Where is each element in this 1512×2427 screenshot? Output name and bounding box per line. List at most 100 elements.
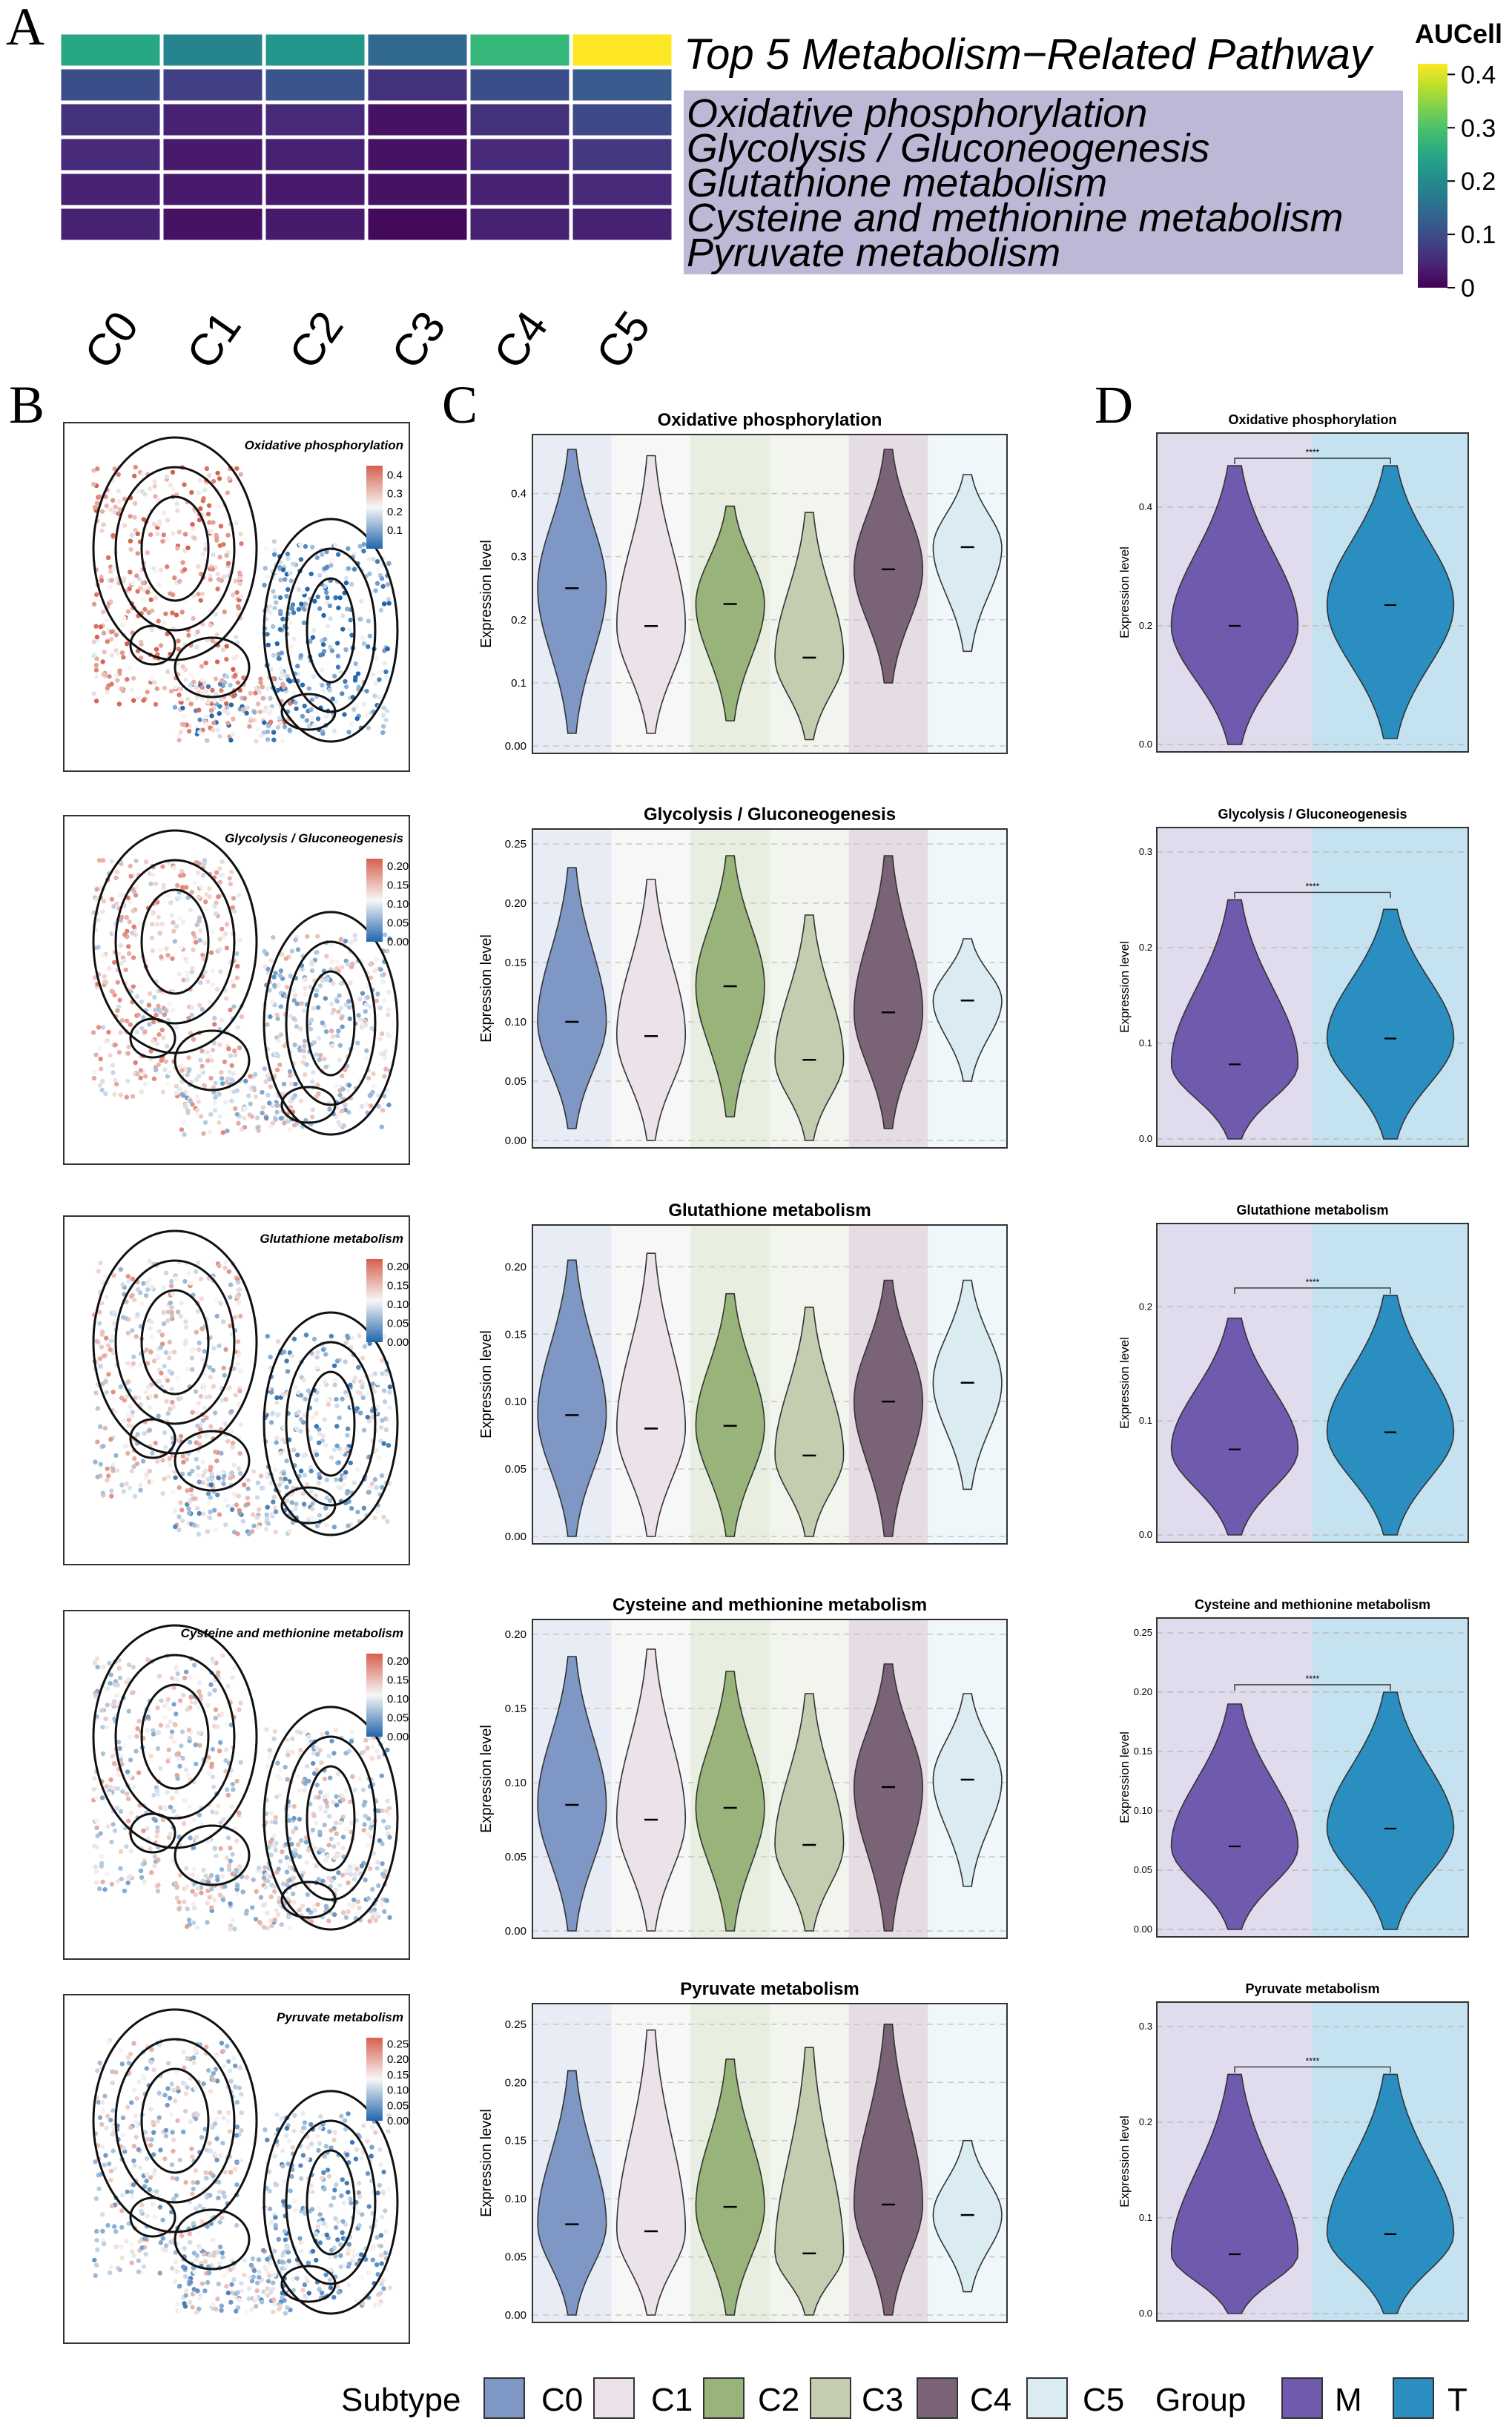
group-violin-m	[1170, 2073, 1299, 2314]
colorbar-ramp	[1418, 64, 1447, 288]
umap-cell	[182, 548, 188, 553]
umap-cell	[260, 696, 265, 701]
umap-cell	[386, 989, 392, 995]
umap-cell	[306, 2260, 311, 2265]
heatmap-cell	[159, 135, 266, 174]
umap-cell	[122, 496, 128, 502]
umap-cell	[237, 2064, 242, 2070]
umap-cell	[130, 1410, 135, 1415]
umap-cell	[91, 468, 96, 473]
umap-cell	[338, 670, 343, 675]
umap-colorbar-tick: 0.20	[387, 1261, 409, 1273]
umap-cell	[270, 934, 276, 940]
umap-cell	[203, 2044, 209, 2050]
umap-cell	[386, 1824, 392, 1830]
umap-cell	[245, 1486, 251, 1491]
umap-colorbar-tick: 0.1	[387, 524, 403, 537]
umap-cell	[288, 1073, 293, 1078]
violin-c5	[932, 1693, 1003, 1887]
umap-cell	[244, 710, 249, 716]
violin-ytick: 0.15	[505, 1703, 526, 1715]
umap-cell	[334, 959, 340, 964]
umap-colorbar	[366, 466, 383, 549]
umap-cell	[163, 1350, 169, 1356]
umap-cell	[260, 1089, 265, 1095]
umap-cell	[93, 1864, 98, 1869]
umap-cell	[194, 1761, 199, 1767]
umap-cell	[364, 983, 370, 988]
umap-cell	[170, 1291, 175, 1296]
umap-cell	[148, 1350, 153, 1355]
umap-cell	[303, 1729, 308, 1734]
umap-cell	[273, 1529, 278, 1535]
umap-cell	[293, 1852, 299, 1858]
umap-cell	[236, 1350, 241, 1355]
umap-cell	[234, 975, 240, 980]
umap-cell	[213, 1080, 218, 1086]
umap-cell	[222, 931, 228, 937]
umap-cell	[217, 733, 222, 739]
violin-ytick: 0.00	[505, 1531, 526, 1543]
umap-cell	[175, 2085, 180, 2090]
umap-cell	[189, 1349, 194, 1354]
umap-cell	[334, 1803, 340, 1808]
umap-cell	[256, 1507, 262, 1512]
umap-cell	[141, 1281, 146, 1286]
umap-cell	[279, 674, 285, 679]
violin-ylabel: Expression level	[478, 934, 495, 1043]
umap-cell	[108, 1053, 113, 1058]
umap-cell	[220, 1130, 226, 1135]
umap-cell	[188, 1694, 194, 1700]
umap-cell	[109, 653, 115, 658]
violin-ytick: 0.4	[511, 488, 526, 501]
umap-cell	[241, 675, 246, 681]
umap-cell	[357, 997, 363, 1002]
umap-cell	[217, 704, 222, 709]
umap-cell	[188, 908, 194, 913]
umap-cell	[224, 1787, 230, 1792]
umap-cell	[191, 1905, 197, 1911]
umap-cell	[235, 1339, 241, 1344]
umap-cell	[224, 656, 229, 662]
umap-cell	[161, 1321, 167, 1327]
umap-cell	[104, 1390, 110, 1395]
umap-cell	[219, 1017, 225, 1023]
umap-cell	[379, 575, 385, 581]
umap-cell	[188, 2239, 193, 2245]
umap-cell	[213, 1715, 218, 1721]
umap-cell	[98, 1462, 103, 1467]
umap-cell	[259, 733, 264, 739]
umap-cell	[277, 1899, 282, 1904]
umap-cell	[197, 2203, 202, 2209]
umap-cell	[145, 1657, 151, 1662]
umap-cell	[386, 1442, 392, 1448]
umap-cell	[224, 1722, 229, 1727]
umap-cell	[358, 1390, 363, 1396]
umap-cell	[316, 1877, 322, 1882]
umap-cell	[370, 1915, 375, 1920]
umap-cell	[290, 1829, 296, 1835]
umap-cell	[372, 1477, 378, 1482]
umap-cell	[207, 886, 212, 891]
umap-cell	[196, 1531, 202, 1537]
umap-cell	[119, 2208, 125, 2213]
violin-ytick: 0.20	[505, 897, 526, 910]
umap-cell	[145, 1361, 151, 1366]
umap-cell	[317, 2125, 323, 2130]
umap-cell	[194, 1925, 200, 1930]
group-violin-title: Glutathione metabolism	[1236, 1203, 1388, 1218]
colorbar-tick-label: 0	[1461, 274, 1475, 303]
umap-cell	[167, 1001, 172, 1006]
umap-cell	[291, 1815, 297, 1821]
umap-cell	[156, 1883, 161, 1888]
umap-cell	[197, 1510, 202, 1516]
umap-cell	[273, 1117, 278, 1122]
legend-label-t: T	[1447, 2382, 1468, 2418]
umap-cell	[147, 486, 153, 492]
umap-cell	[279, 2116, 284, 2121]
umap-cell	[297, 1854, 303, 1859]
umap-cell	[110, 989, 116, 994]
umap-density-contour	[285, 547, 377, 713]
umap-cell	[199, 1049, 205, 1054]
umap-cell	[219, 1069, 224, 1075]
